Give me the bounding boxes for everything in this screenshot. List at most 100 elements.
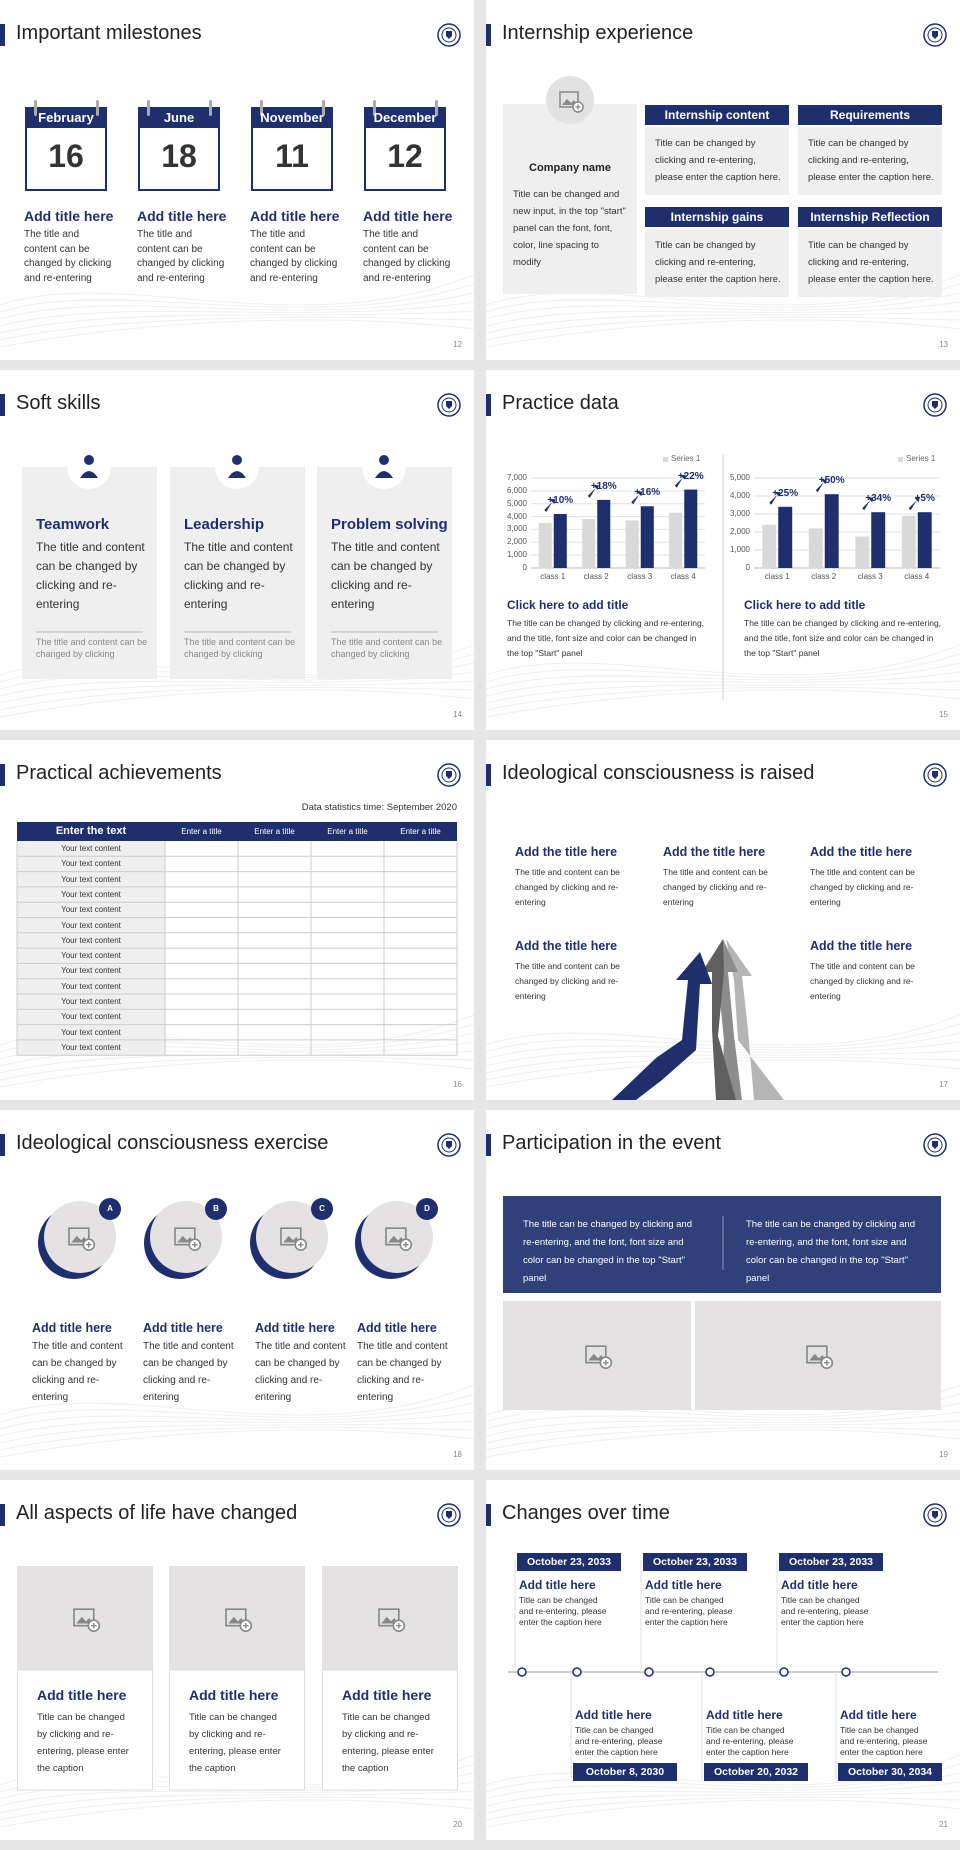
image-placeholder-icon [385,1227,413,1252]
card-title: Add title here [37,1687,127,1703]
wave-decoration [486,1059,960,1088]
icon-frame [378,1608,400,1627]
logo-shield [932,771,938,779]
icon-plus [91,1622,97,1629]
photo-circle [256,1201,328,1273]
table-row-label: Your text content [61,1027,121,1037]
annotation-arrow [815,479,827,493]
wave-decoration [486,671,960,697]
y-tick-label: 7,000 [506,473,527,482]
title-accent [0,394,5,416]
wave-decoration [486,1420,960,1444]
company-panel [503,104,637,294]
item-title: Add title here [143,1321,223,1335]
event-text: Title can be changed and re-entering, pl… [781,1595,869,1627]
table-row-label: Your text content [61,1042,121,1052]
event-title: Add title here [840,1708,917,1722]
letter-badge-text: D [424,1204,430,1213]
logo-shield [446,31,452,39]
x-tick-label: class 2 [811,572,837,581]
title-accent [486,394,491,416]
bar [855,536,870,568]
annotation-arrow [862,497,874,511]
bar [808,528,823,568]
x-tick-label: class 1 [764,572,790,581]
annotation-arrow [908,497,920,511]
photo-placeholder [503,1301,691,1410]
chart-caption-title: Click here to add title [507,598,629,612]
annotation-arrow [769,491,781,505]
wave-decoration [0,1393,474,1423]
event-title: Add title here [575,1708,652,1722]
calendar-header [365,108,445,128]
bar [824,494,839,568]
x-tick-label: class 4 [904,572,930,581]
event-date: October 23, 2033 [526,1556,612,1568]
logo-shield [446,401,452,409]
skill-panel [22,467,157,679]
company-name: Company name [529,162,611,174]
wave-decoration [486,1023,960,1053]
calendar-ring [96,100,99,116]
calendar-header [26,108,106,128]
table-row-label: Your text content [61,935,121,945]
skill-title: Teamwork [36,516,110,533]
letter-badge [311,1198,333,1220]
page-number: 20 [453,1820,462,1829]
letter-badge-text: B [213,1204,219,1213]
bar [871,512,886,568]
slide-title: Important milestones [16,22,202,44]
rising-arrow [612,952,712,1100]
table-row-label: Your text content [61,981,121,991]
logo-shield [932,31,938,39]
y-tick-label: 1,000 [506,550,527,560]
wave-decoration [0,1796,474,1821]
chart-caption-text: The title can be changed by clicking and… [507,618,705,658]
calendar-day: 16 [48,138,84,174]
title-accent [486,24,491,46]
wave-decoration [486,1781,960,1807]
wave-decoration [486,680,960,704]
wave-decoration [0,1056,474,1081]
icon-mountain [809,1353,826,1361]
logo-inner [441,27,457,43]
box-header [798,105,942,125]
annotation-arrow [544,499,556,512]
box-title: Requirements [829,108,911,122]
wave-decoration [486,319,960,348]
wave-decoration [486,1790,960,1814]
skill-note: The title and content can be changed by … [36,637,148,659]
legend-label: Series 1 [671,454,701,463]
card-title: Add title here [189,1687,279,1703]
calendar-month: February [38,110,94,125]
bar [778,506,793,568]
calendar-month: December [373,110,437,125]
y-tick-label: 0 [745,563,750,572]
letter-badge [205,1198,227,1220]
wave-decoration [486,1429,960,1458]
slide: Changes over time 21 October 23, 2033 Add t… [486,1480,960,1840]
wave-decoration [0,1790,474,1814]
skill-text: The title and content can be changed by … [184,540,293,611]
logo-inner [927,397,943,413]
wave-decoration [0,1041,474,1067]
date-box [704,1763,808,1781]
slide: Internship experience 13 Company name Title… [486,0,960,360]
wave-decoration [0,1426,474,1451]
letter-badge [99,1198,121,1220]
x-tick-label: class 1 [540,572,566,581]
item-text: The title and content can be changed by … [357,1341,448,1403]
milestone-title: Add title here [24,208,114,224]
calendar-month: November [260,110,324,125]
chart-caption-title: Click here to add title [744,598,866,612]
card-text: Title can be changed by clicking and re-… [342,1712,434,1774]
event-date: October 30, 2034 [847,1766,933,1778]
date-box [643,1553,747,1571]
timeline-dot [779,1667,789,1677]
bar-annotation: +25% [772,487,799,499]
bar [597,499,611,568]
y-tick-label: 2,000 [729,527,750,536]
icon-plus [403,1241,409,1248]
skill-icon-body [228,471,246,478]
box-body [798,127,942,195]
